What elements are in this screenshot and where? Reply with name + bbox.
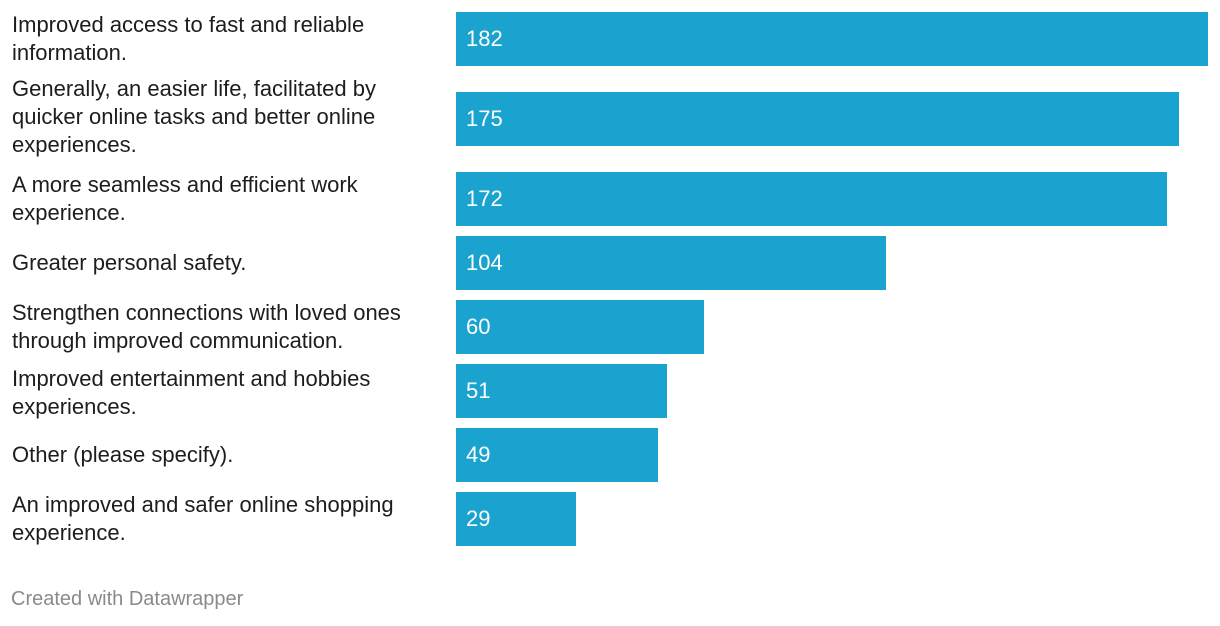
bar: 51 [456,364,667,418]
category-label: Greater personal safety. [12,250,247,275]
bar: 60 [456,300,704,354]
data-label: 29 [466,506,491,531]
bar: 29 [456,492,576,546]
category-label: Improved entertainment and hobbies exper… [12,366,371,419]
bar: 104 [456,236,886,290]
data-label: 175 [466,106,503,131]
category-label: A more seamless and efficient work exper… [12,172,358,225]
data-label: 172 [466,186,503,211]
bar: 49 [456,428,658,482]
category-label: Strengthen connections with loved ones t… [12,300,401,353]
data-label: 60 [466,314,491,339]
bar: 172 [456,172,1167,226]
footer-credit: Created with Datawrapper [11,588,244,610]
category-label: Other (please specify). [12,442,234,467]
data-label: 51 [466,378,491,403]
bar: 182 [456,12,1208,66]
category-label: An improved and safer online shopping ex… [12,492,394,545]
data-label: 49 [466,442,491,467]
data-label: 182 [466,26,503,51]
category-label: Improved access to fast and reliable inf… [12,12,365,65]
data-label: 104 [466,250,503,275]
category-label: Generally, an easier life, facilitated b… [12,76,376,157]
bar-chart: Improved access to fast and reliable inf… [12,12,1208,546]
bar: 175 [456,92,1179,146]
